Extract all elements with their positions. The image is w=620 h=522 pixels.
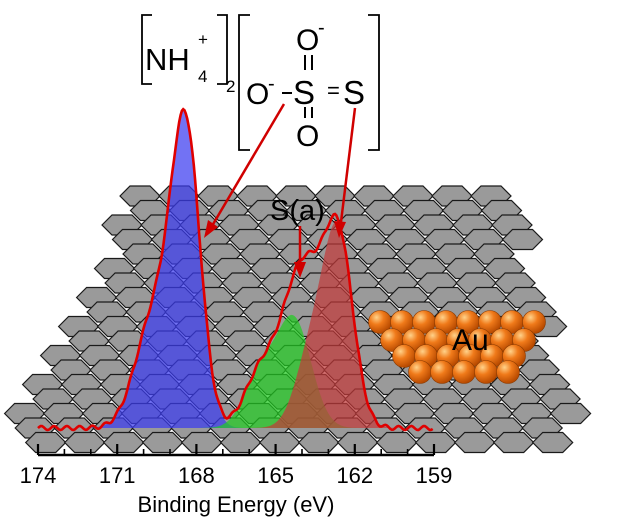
- gold-atom: [452, 360, 476, 384]
- gold-atom: [496, 360, 520, 384]
- x-axis-tick-label: 162: [336, 463, 373, 488]
- gold-atom: [474, 360, 498, 384]
- x-axis-tick-label: 171: [99, 463, 136, 488]
- spectrum-envelope: [37, 107, 434, 432]
- anion-bracket-right: [368, 14, 380, 151]
- cation-subscript: 4: [198, 67, 207, 86]
- xps-spectrum: [37, 107, 434, 432]
- graphene-hexagon: [501, 228, 544, 251]
- cation-bracket-right: [217, 14, 228, 85]
- x-axis-tick-label: 174: [20, 463, 57, 488]
- cation-count: 2: [226, 77, 235, 96]
- oxygen-left-charge: -: [268, 73, 275, 95]
- sulfur-double-bond: =: [327, 78, 340, 103]
- oxygen-top: O: [296, 24, 319, 57]
- x-axis-tick-label: 159: [416, 463, 453, 488]
- arrow-reduced-sulfur-head: [334, 221, 346, 238]
- gold-atom: [430, 360, 454, 384]
- ammonium-thiosulfate-formula: NH 4 + 2 O - O - S O = S: [141, 14, 380, 153]
- arrow-oxidized-sulfur-head: [204, 220, 218, 238]
- gold-atom: [408, 360, 432, 384]
- cation-superscript: +: [198, 30, 208, 49]
- graphene-hexagon: [531, 431, 574, 454]
- x-axis-ticks: 174 171 168 165 162 159: [20, 444, 453, 488]
- gold-label: Au: [452, 324, 489, 357]
- x-axis-title: Binding Energy (eV): [138, 492, 335, 517]
- oxygen-bottom: O: [296, 120, 319, 153]
- arrow-reduced-sulfur: [339, 107, 357, 223]
- thiosulfate-sulfur-peak: [38, 221, 434, 428]
- adsorbed-sulfur-label: S(a): [270, 195, 325, 227]
- gold-atom: [522, 310, 546, 334]
- x-axis-tick-label: 165: [257, 463, 294, 488]
- cation-symbol: NH: [145, 42, 190, 77]
- sulfur-center: S: [293, 74, 315, 111]
- cation-bracket-left: [141, 14, 152, 85]
- annotation-arrows: [204, 103, 357, 278]
- anion-bracket-left: [238, 14, 250, 151]
- x-axis-tick-label: 168: [178, 463, 215, 488]
- oxygen-top-charge: -: [318, 17, 325, 39]
- arrow-adsorbed-sulfur-head: [294, 262, 306, 278]
- oxygen-left: O: [246, 78, 269, 111]
- x-axis: 174 171 168 165 162 159 Binding Energy (eV): [20, 444, 453, 517]
- gold-cluster: [368, 310, 546, 384]
- sulfur-terminal: S: [343, 74, 365, 111]
- graphene-hexagon: [549, 402, 592, 425]
- arrow-oxidized-sulfur: [210, 103, 286, 227]
